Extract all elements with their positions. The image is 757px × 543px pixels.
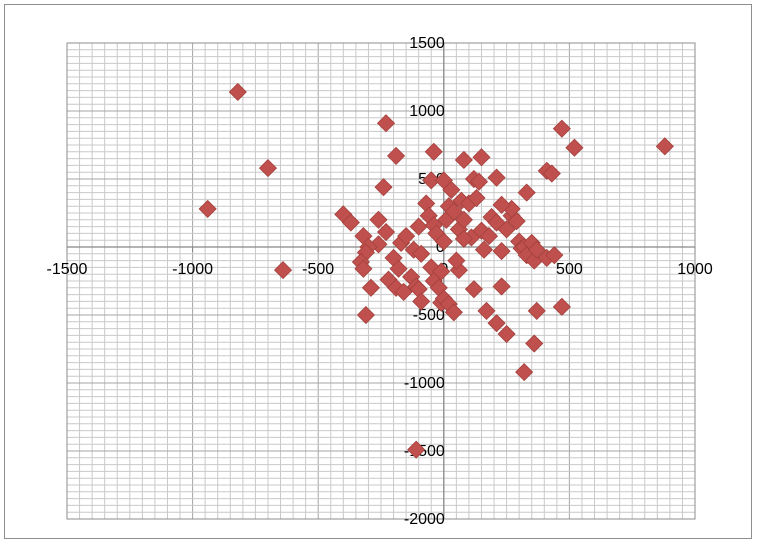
chart-frame: -1500-1000-50005001000150010005000-500-1… xyxy=(4,4,752,539)
y-tick-label: 1000 xyxy=(409,103,445,120)
data-point xyxy=(477,301,496,320)
data-point xyxy=(474,240,494,259)
scatter-chart: -1500-1000-50005001000150010005000-500-1… xyxy=(47,35,713,528)
data-point xyxy=(356,305,375,325)
data-point xyxy=(479,227,499,246)
data-point xyxy=(422,171,441,190)
data-point xyxy=(497,324,516,344)
data-point xyxy=(447,251,466,270)
data-point xyxy=(228,82,247,102)
data-point xyxy=(376,222,396,242)
data-point xyxy=(361,278,381,297)
data-point xyxy=(397,227,416,246)
data-point xyxy=(527,301,546,320)
data-point xyxy=(542,164,561,183)
data-point xyxy=(444,303,463,322)
y-tick-label: 0 xyxy=(436,239,445,256)
data-point xyxy=(545,246,564,265)
data-point xyxy=(467,188,486,208)
data-point xyxy=(354,259,373,278)
data-point xyxy=(515,363,534,382)
data-point xyxy=(487,168,506,187)
data-point xyxy=(432,262,451,281)
data-point xyxy=(552,297,571,316)
data-point xyxy=(497,220,516,239)
x-tick-label: 1000 xyxy=(677,261,713,278)
data-point xyxy=(517,183,536,202)
data-point xyxy=(409,217,428,236)
data-point xyxy=(552,119,571,138)
data-point xyxy=(507,212,526,231)
data-point xyxy=(464,280,484,299)
x-tick-label: 500 xyxy=(556,261,583,278)
data-point xyxy=(434,232,453,251)
data-point xyxy=(469,172,489,191)
data-point xyxy=(412,292,431,311)
plot-area-border xyxy=(66,42,696,520)
data-point xyxy=(655,137,674,156)
y-tick-label: -2000 xyxy=(404,511,445,528)
data-point xyxy=(492,195,511,214)
x-tick-label: -1000 xyxy=(172,261,213,278)
data-point xyxy=(487,314,506,333)
data-point xyxy=(472,148,491,167)
data-point xyxy=(412,244,431,263)
data-point xyxy=(389,259,408,278)
data-point xyxy=(374,178,393,197)
data-point xyxy=(273,261,293,280)
data-point xyxy=(369,210,388,229)
x-tick-label: -500 xyxy=(302,261,334,278)
data-point xyxy=(525,334,544,353)
data-point xyxy=(442,180,461,199)
data-point xyxy=(492,277,511,296)
data-point xyxy=(565,138,584,157)
data-point xyxy=(424,142,443,161)
data-point xyxy=(394,282,413,301)
data-point xyxy=(341,213,360,232)
data-point xyxy=(407,440,426,459)
grid-lines xyxy=(66,42,696,520)
y-tick-label: -500 xyxy=(413,307,445,324)
data-point xyxy=(258,159,278,178)
data-point xyxy=(492,242,511,261)
y-tick-label: 1500 xyxy=(409,35,445,52)
data-point xyxy=(454,210,473,229)
data-point xyxy=(527,240,546,259)
data-point xyxy=(198,199,217,218)
data-point xyxy=(454,229,473,248)
data-point xyxy=(454,150,473,170)
x-tick-label: -1500 xyxy=(47,261,88,278)
y-tick-label: -1000 xyxy=(404,375,445,392)
data-point xyxy=(387,146,406,165)
data-point xyxy=(444,202,463,221)
data-point xyxy=(376,114,396,133)
